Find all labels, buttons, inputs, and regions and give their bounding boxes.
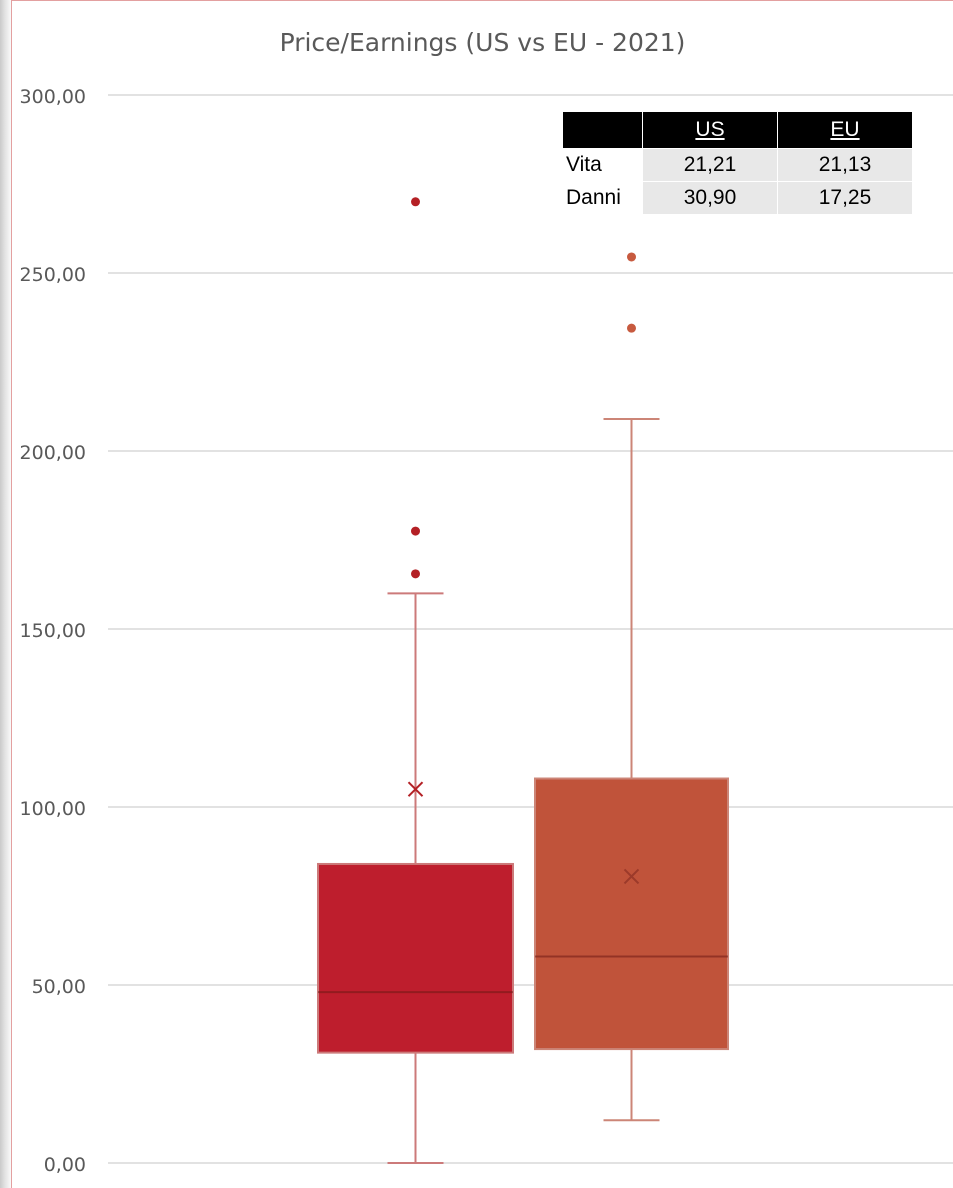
window-frame-edge bbox=[0, 0, 12, 1188]
outlier-point bbox=[627, 323, 636, 333]
table-cell-eu: 21,13 bbox=[777, 148, 913, 182]
y-tick-label: 50,00 bbox=[32, 976, 86, 998]
chart-border-top bbox=[11, 0, 953, 1]
y-tick-label: 150,00 bbox=[20, 620, 86, 642]
table-header-eu: EU bbox=[777, 111, 913, 149]
outlier-point bbox=[411, 197, 420, 207]
y-tick-label: 100,00 bbox=[20, 798, 86, 820]
chart-border-left bbox=[11, 0, 12, 1188]
table-header-us: US bbox=[642, 111, 778, 149]
outlier-point bbox=[627, 252, 636, 262]
summary-table: US EU Vita 21,21 21,13 Danni 30,90 17,25 bbox=[562, 111, 913, 215]
box-iqr bbox=[317, 862, 514, 1054]
y-tick-label: 0,00 bbox=[44, 1154, 86, 1176]
table-cell-eu: 17,25 bbox=[777, 181, 913, 215]
table-row: Vita 21,21 21,13 bbox=[562, 148, 913, 182]
table-row: Danni 30,90 17,25 bbox=[562, 181, 913, 215]
table-header-row: US EU bbox=[562, 111, 913, 149]
y-tick-label: 200,00 bbox=[20, 442, 86, 464]
mean-marker bbox=[623, 868, 640, 885]
mean-marker bbox=[407, 781, 424, 797]
y-tick-label: 250,00 bbox=[20, 264, 86, 286]
table-row-label: Danni bbox=[562, 181, 643, 215]
outlier-point bbox=[411, 569, 420, 579]
chart-title: Price/Earnings (US vs EU - 2021) bbox=[279, 28, 686, 57]
outlier-point bbox=[411, 526, 420, 536]
table-cell-us: 30,90 bbox=[642, 181, 778, 215]
table-header-corner bbox=[562, 111, 643, 149]
table-row-label: Vita bbox=[562, 148, 643, 182]
table-cell-us: 21,21 bbox=[642, 148, 778, 182]
box-iqr bbox=[534, 777, 729, 1051]
y-tick-label: 300,00 bbox=[20, 86, 86, 108]
